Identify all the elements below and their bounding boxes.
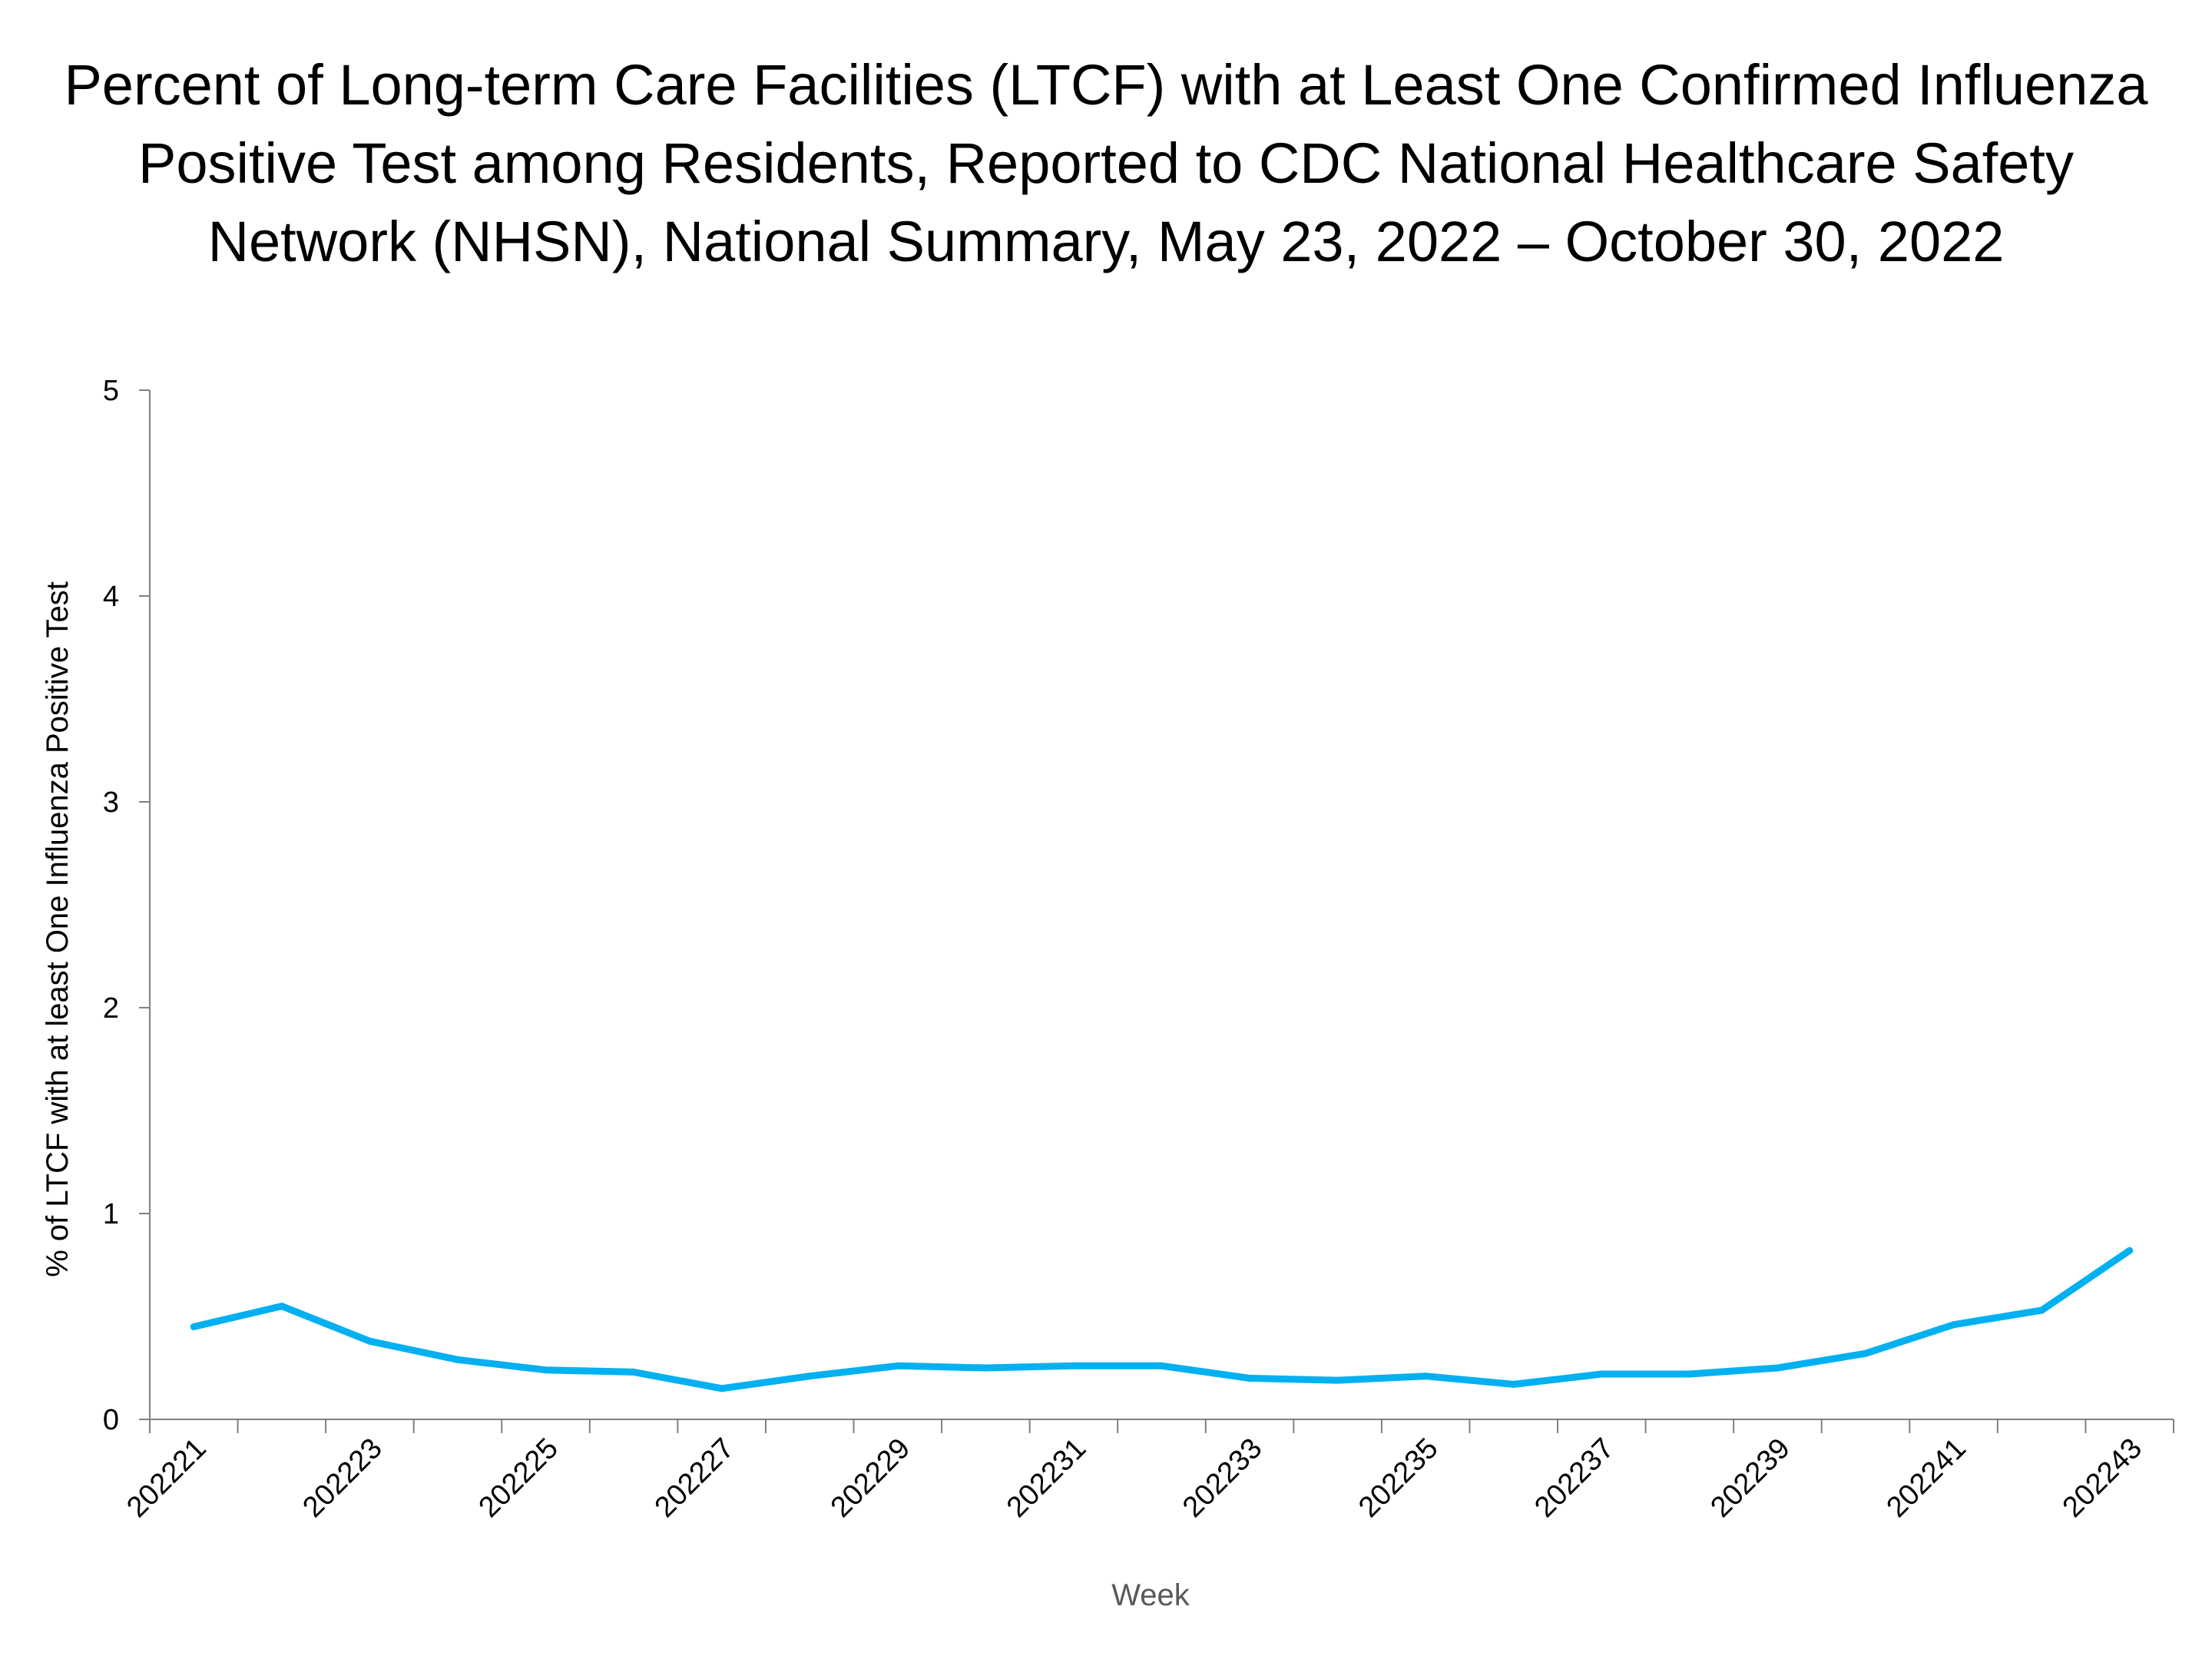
y-axis: 0 1 2 3 4 5 (103, 375, 151, 1436)
chart-title-line-2: Positive Test among Residents, Reported … (137, 131, 2074, 195)
data-point (1422, 1373, 1429, 1380)
data-point (1070, 1362, 1078, 1369)
data-point (1950, 1321, 1958, 1329)
x-tick-label: 202235 (1353, 1432, 1444, 1524)
data-point (1334, 1376, 1342, 1384)
x-tick-label: 202227 (649, 1432, 740, 1524)
data-point (542, 1366, 550, 1374)
x-tick-label: 202243 (2057, 1432, 2148, 1524)
data-point (2038, 1306, 2045, 1314)
data-point (630, 1368, 637, 1376)
data-point (1862, 1349, 1869, 1357)
x-tick-label: 202233 (1177, 1432, 1268, 1524)
data-point (454, 1356, 462, 1363)
x-axis-title: Week (1111, 1578, 1190, 1612)
data-point (718, 1385, 726, 1392)
y-tick-label: 4 (103, 581, 119, 613)
y-tick-label: 3 (103, 786, 119, 819)
x-tick-label: 202229 (825, 1432, 916, 1524)
y-tick-label: 1 (103, 1198, 119, 1230)
x-tick-label: 202225 (473, 1432, 565, 1524)
series-layer (190, 1247, 2134, 1392)
y-tick-label: 2 (103, 992, 119, 1025)
data-point (1246, 1374, 1253, 1382)
data-point (806, 1373, 813, 1380)
data-point (1510, 1380, 1518, 1388)
data-point (1598, 1370, 1605, 1378)
data-point (2126, 1247, 2134, 1254)
chart-title-line-3: Network (NHSN), National Summary, May 23… (207, 210, 2005, 273)
x-tick-label: 202223 (296, 1432, 388, 1524)
y-tick-label: 0 (103, 1404, 119, 1436)
data-point (1686, 1370, 1694, 1378)
data-point (366, 1337, 373, 1345)
chart-title: Percent of Long-term Care Facilities (LT… (0, 46, 2212, 281)
x-tick-label: 202221 (121, 1432, 212, 1524)
y-tick-label: 5 (103, 375, 119, 407)
x-tick-label: 202239 (1704, 1432, 1796, 1524)
y-axis-title: % of LTCF with at least One Influenza Po… (41, 581, 75, 1277)
x-axis: 202221 202223 202225 202227 202229 202231 2022… (121, 1419, 2174, 1524)
data-point (982, 1364, 989, 1372)
x-tick-label: 202241 (1881, 1432, 1972, 1524)
data-point (1773, 1364, 1781, 1372)
data-point (278, 1303, 286, 1310)
x-tick-label: 202237 (1528, 1432, 1620, 1524)
data-point (190, 1323, 197, 1330)
data-point (894, 1362, 902, 1369)
x-tick-label: 202231 (1001, 1432, 1092, 1524)
data-point (1158, 1362, 1165, 1369)
chart-title-line-1: Percent of Long-term Care Facilities (LT… (64, 53, 2148, 117)
